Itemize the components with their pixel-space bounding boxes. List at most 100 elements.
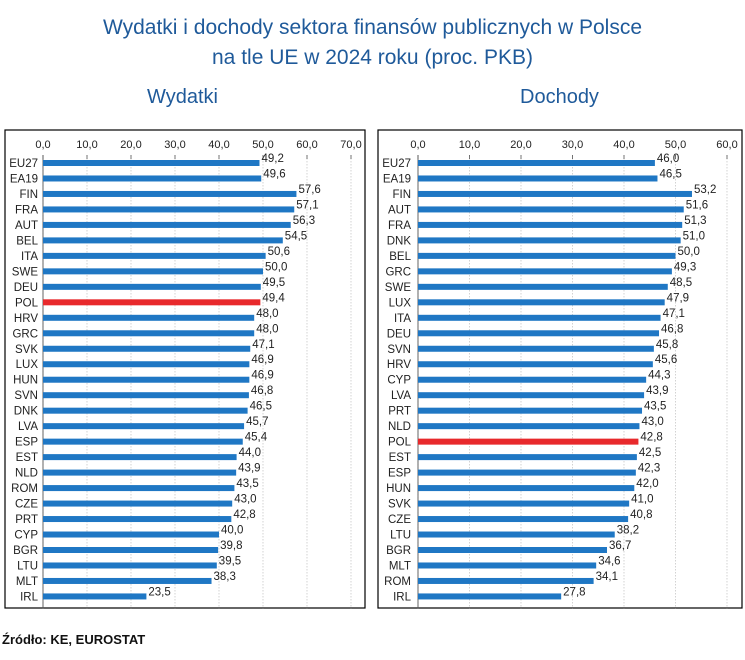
chart-title-line2: na tle UE w 2024 roku (proc. PKB) — [212, 46, 533, 69]
left-value-label: 46,8 — [251, 385, 273, 397]
left-category-label: SVN — [14, 390, 38, 402]
right-bar-irl — [418, 593, 562, 600]
left-bar-nld — [43, 469, 237, 476]
left-category-label: MLT — [16, 576, 38, 588]
left-bar-pol — [43, 299, 261, 306]
left-category-label: CYP — [14, 530, 38, 542]
right-category-label: DNK — [387, 235, 412, 247]
right-value-label: 27,8 — [563, 586, 585, 598]
left-bar-dnk — [43, 407, 248, 414]
right-bar-hrv — [418, 361, 653, 368]
left-bar-irl — [43, 593, 147, 600]
right-bar-ita — [418, 314, 661, 321]
right-value-label: 50,0 — [678, 246, 700, 258]
left-category-label: POL — [15, 297, 39, 309]
right-category-label: AUT — [388, 204, 411, 216]
right-panel-title: Dochody — [520, 86, 599, 108]
left-value-label: 45,4 — [245, 432, 268, 444]
left-value-label: 46,9 — [251, 370, 273, 382]
right-category-label: ROM — [384, 576, 411, 588]
right-bar-lux — [418, 299, 665, 306]
right-category-label: EU27 — [382, 158, 411, 170]
left-x-tick-label: 60,0 — [296, 139, 317, 151]
left-bar-fin — [43, 190, 297, 197]
right-category-label: EA19 — [383, 173, 411, 185]
left-bar-ea19 — [43, 175, 262, 182]
left-bar-esp — [43, 438, 243, 445]
right-bar-rom — [418, 577, 594, 584]
right-value-label: 43,9 — [646, 385, 668, 397]
right-category-label: BGR — [386, 545, 411, 557]
chart-title-line1: Wydatki i dochody sektora finansów publi… — [102, 16, 643, 39]
left-category-label: LVA — [18, 421, 38, 433]
right-value-label: 34,1 — [596, 571, 618, 583]
right-x-tick-label: 50,0 — [665, 139, 686, 151]
left-value-label: 45,7 — [246, 416, 268, 428]
left-value-label: 49,4 — [262, 292, 285, 304]
left-bar-cze — [43, 500, 233, 507]
right-category-label: GRC — [385, 266, 411, 278]
left-x-tick-label: 70,0 — [340, 139, 361, 151]
right-value-label: 49,3 — [674, 261, 696, 273]
right-bar-esp — [418, 469, 636, 476]
left-category-label: AUT — [15, 220, 38, 232]
left-value-label: 48,0 — [256, 308, 278, 320]
right-bar-bel — [418, 252, 676, 259]
left-x-tick-label: 20,0 — [120, 139, 141, 151]
right-value-label: 42,8 — [640, 432, 662, 444]
left-bar-deu — [43, 283, 261, 290]
right-value-label: 42,5 — [639, 447, 661, 459]
right-category-label: PRT — [388, 406, 411, 418]
right-value-label: 48,5 — [670, 277, 692, 289]
left-value-label: 40,0 — [221, 525, 243, 537]
right-category-label: FRA — [388, 220, 411, 232]
right-category-label: ITA — [394, 313, 411, 325]
right-category-label: EST — [389, 452, 411, 464]
left-category-label: NLD — [15, 468, 38, 480]
left-value-label: 38,3 — [214, 571, 236, 583]
left-category-label: PRT — [15, 514, 38, 526]
right-bar-prt — [418, 407, 643, 414]
right-category-label: LTU — [390, 530, 411, 542]
left-category-label: HRV — [14, 313, 38, 325]
left-value-label: 50,0 — [265, 261, 287, 273]
right-bar-grc — [418, 268, 672, 275]
left-category-label: FRA — [15, 204, 38, 216]
left-category-label: ESP — [15, 437, 38, 449]
right-x-tick-label: 0,0 — [410, 139, 425, 151]
left-bar-aut — [43, 221, 291, 228]
left-x-tick-label: 0,0 — [35, 139, 50, 151]
right-value-label: 43,0 — [641, 416, 663, 428]
left-value-label: 43,9 — [238, 463, 260, 475]
right-bar-ltu — [418, 531, 615, 538]
right-category-label: HUN — [386, 483, 411, 495]
left-bar-eu27 — [43, 160, 260, 166]
left-bar-est — [43, 454, 237, 461]
left-bar-bgr — [43, 547, 219, 553]
left-value-label: 44,0 — [239, 447, 261, 459]
left-value-label: 50,6 — [268, 246, 290, 258]
right-category-label: CYP — [387, 375, 411, 387]
left-value-label: 42,8 — [233, 509, 255, 521]
right-category-label: NLD — [388, 421, 411, 433]
left-bar-lux — [43, 361, 250, 368]
left-category-label: DNK — [14, 406, 39, 418]
left-category-label: CZE — [15, 499, 38, 511]
right-bar-cze — [418, 516, 629, 523]
left-value-label: 43,5 — [236, 478, 258, 490]
right-category-label: BEL — [389, 251, 411, 263]
left-value-label: 39,8 — [220, 540, 242, 552]
left-panel-title: Wydatki — [147, 86, 218, 108]
left-category-label: ITA — [21, 251, 38, 263]
left-value-label: 43,0 — [234, 494, 256, 506]
left-category-label: HUN — [13, 375, 38, 387]
right-value-label: 51,0 — [683, 230, 705, 242]
left-category-label: BGR — [13, 545, 38, 557]
right-value-label: 43,5 — [644, 401, 666, 413]
right-category-label: SVN — [387, 344, 411, 356]
right-value-label: 51,3 — [684, 215, 706, 227]
right-bar-dnk — [418, 237, 681, 244]
right-value-label: 47,1 — [663, 308, 685, 320]
left-bar-hrv — [43, 314, 255, 321]
